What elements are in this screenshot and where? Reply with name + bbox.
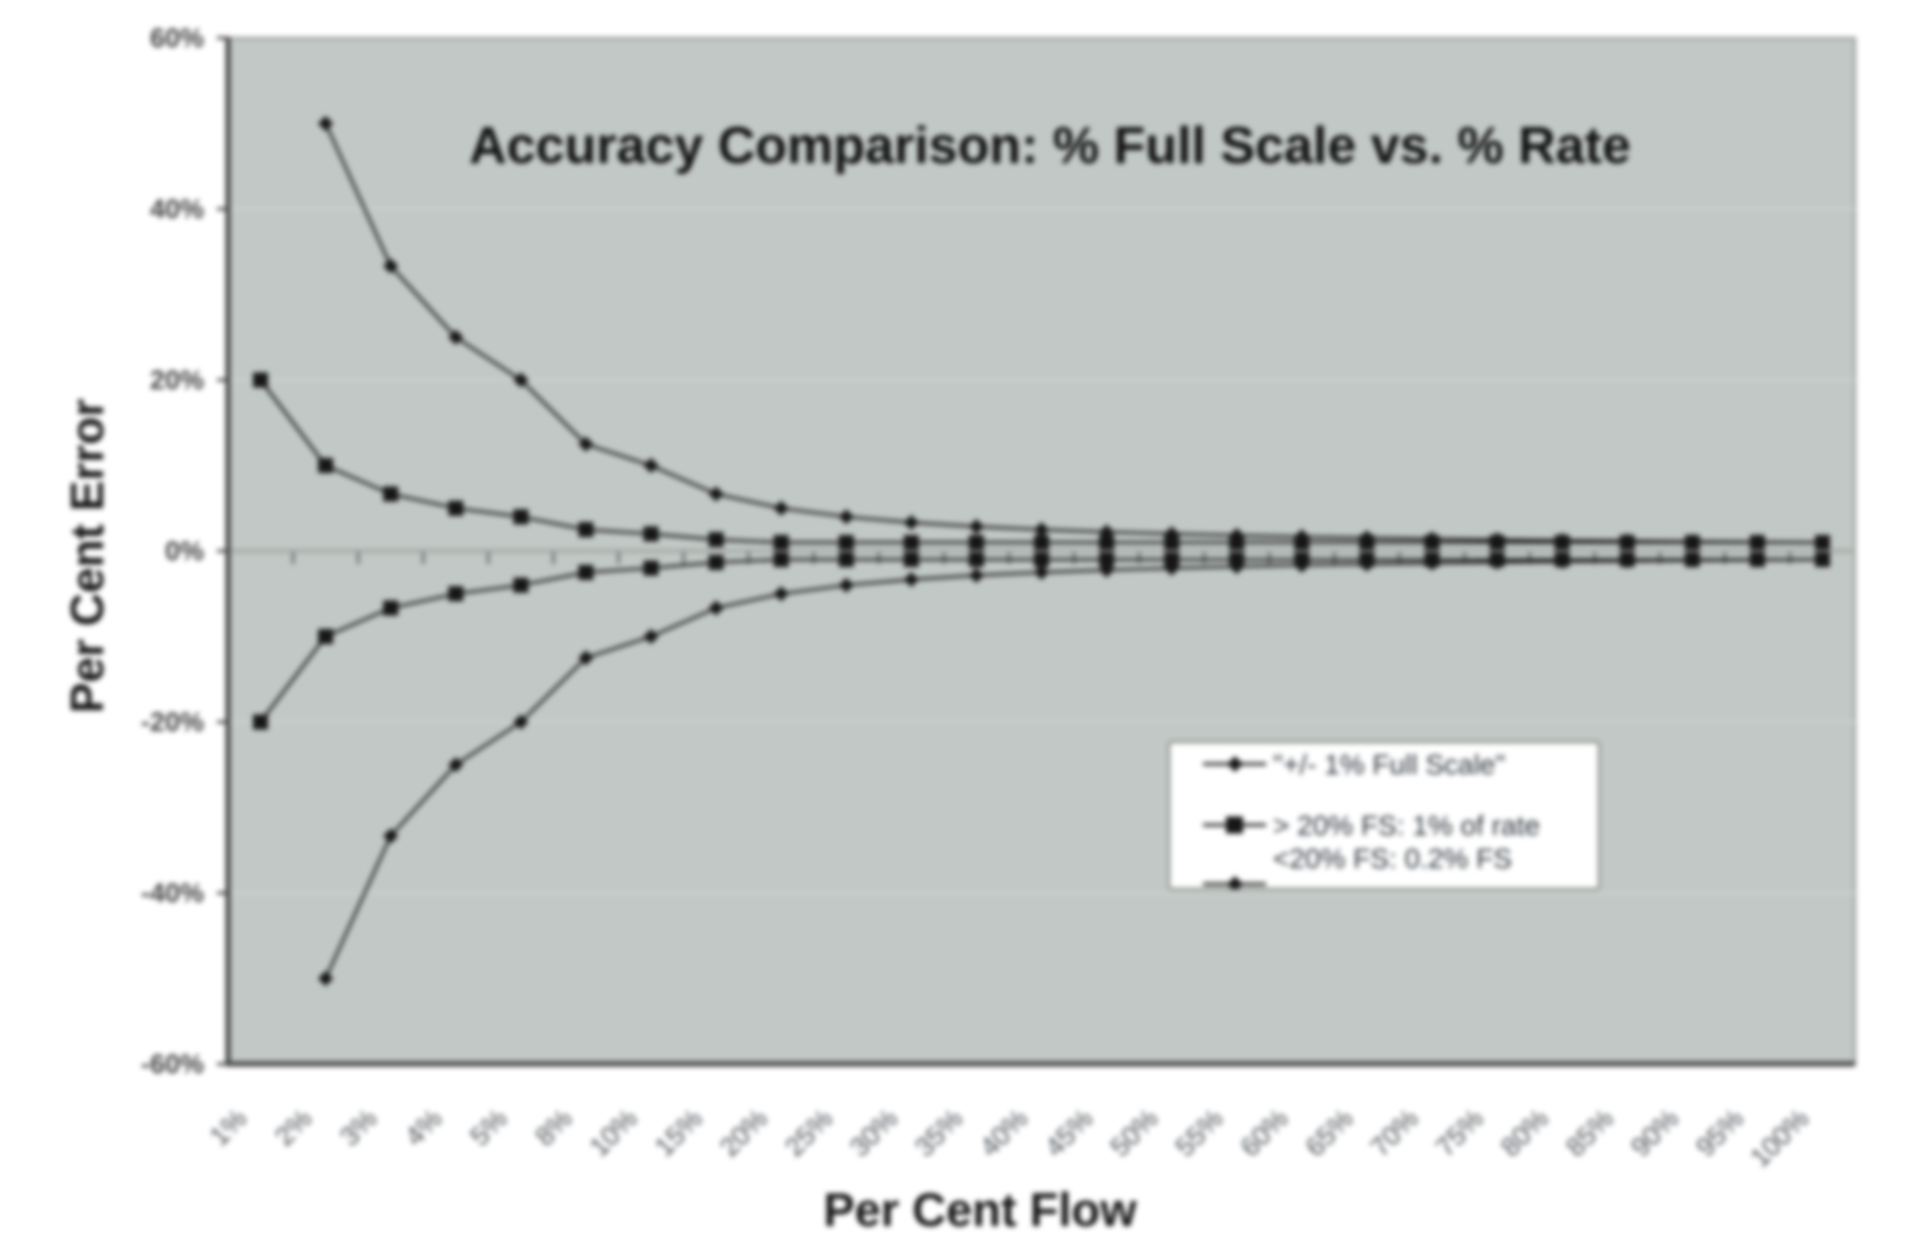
svg-text:> 20% FS: 1% of rate: > 20% FS: 1% of rate — [1273, 810, 1540, 841]
svg-text:<20% FS: 0.2% FS: <20% FS: 0.2% FS — [1273, 843, 1512, 874]
svg-text:-40%: -40% — [141, 878, 204, 908]
svg-text:-60%: -60% — [141, 1049, 204, 1079]
svg-text:0%: 0% — [165, 536, 204, 566]
svg-text:Per Cent Flow: Per Cent Flow — [823, 1183, 1137, 1236]
svg-text:60%: 60% — [150, 23, 204, 53]
svg-text:"+/- 1% Full Scale": "+/- 1% Full Scale" — [1273, 749, 1505, 780]
svg-text:20%: 20% — [150, 365, 204, 395]
svg-text:-20%: -20% — [141, 707, 204, 737]
svg-text:Per Cent Error: Per Cent Error — [61, 399, 113, 714]
svg-text:Accuracy Comparison: % Full Sc: Accuracy Comparison: % Full Scale vs. % … — [469, 117, 1631, 175]
svg-text:40%: 40% — [150, 194, 204, 224]
